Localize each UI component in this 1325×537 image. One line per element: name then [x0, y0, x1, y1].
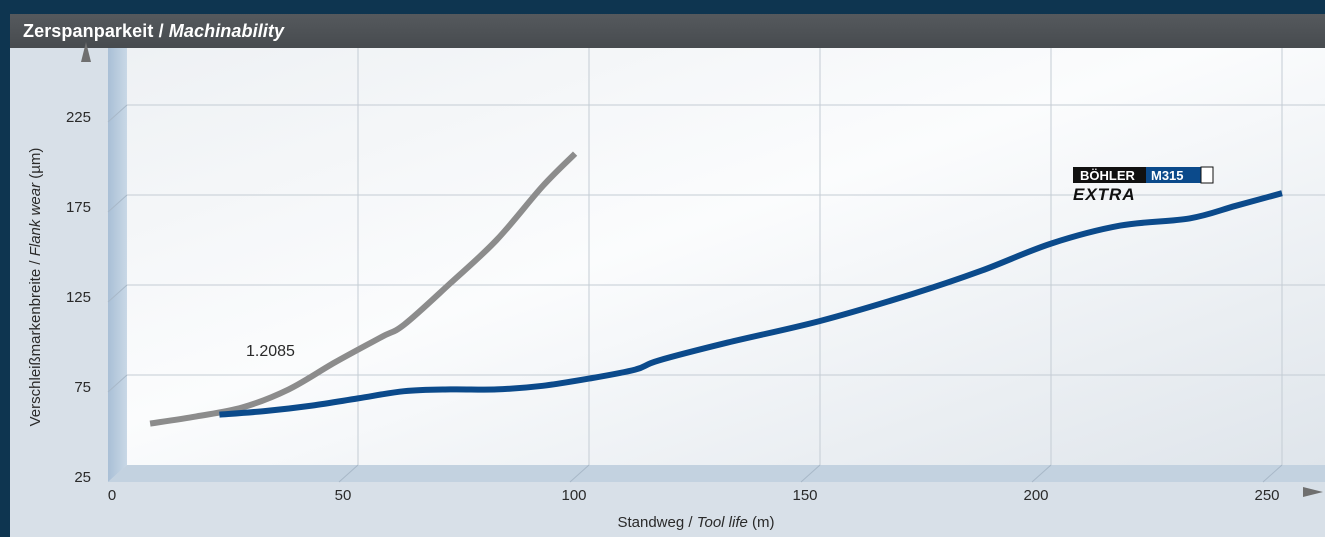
x-tick-label: 200: [1023, 487, 1048, 504]
x-grid-floor-line: [569, 464, 590, 483]
x-tick-label: 50: [335, 487, 352, 504]
logo-line2: EXTRA: [1073, 185, 1136, 204]
y-grid-wall-line: [107, 374, 128, 393]
boehler-logo: BÖHLER M315 EXTRA: [1073, 166, 1214, 204]
grid-lines: [107, 48, 1325, 483]
y-grid-wall-line: [107, 194, 128, 213]
x-grid-floor-line: [1262, 464, 1283, 483]
logo-brand: BÖHLER: [1080, 168, 1136, 183]
chart-header: Zerspanparkeit / Machinability: [10, 14, 1325, 48]
axis-floor: [108, 465, 1325, 482]
series-line-m315-extra: [219, 190, 1283, 418]
series-group: [149, 151, 1283, 427]
y-tick-label: 25: [74, 469, 91, 486]
logo-grade: M315: [1151, 168, 1184, 183]
axis-wall: [108, 48, 127, 482]
x-axis-title: Standweg / Tool life (m): [617, 514, 774, 531]
x-grid-floor-line: [338, 464, 359, 483]
title-separator: /: [158, 21, 164, 41]
series-label-1-2085: 1.2085: [246, 343, 295, 360]
x-grid-floor-line: [1031, 464, 1052, 483]
y-axis-arrow-icon: [81, 42, 91, 62]
tick-labels: 0 50 100 150 200 250 25 75 125 175 225: [66, 109, 1280, 504]
title-en: Machinability: [168, 21, 285, 41]
y-tick-label: 125: [66, 289, 91, 306]
y-tick-label: 225: [66, 109, 91, 126]
x-tick-label: 0: [108, 487, 116, 504]
x-tick-label: 150: [792, 487, 817, 504]
y-grid-wall-line: [107, 104, 128, 123]
x-grid-floor-line: [800, 464, 821, 483]
y-grid-wall-line: [107, 284, 128, 303]
title-de: Zerspanparkeit: [23, 21, 154, 41]
series-line-1-2085: [149, 151, 578, 427]
x-axis-arrow-icon: [1303, 487, 1323, 497]
x-tick-label: 250: [1254, 487, 1279, 504]
y-axis-title: Verschleißmarkenbreite / Flank wear (µm): [27, 148, 44, 427]
y-tick-label: 175: [66, 199, 91, 216]
x-tick-label: 100: [561, 487, 586, 504]
y-tick-label: 75: [74, 379, 91, 396]
plot-area: [127, 48, 1325, 465]
